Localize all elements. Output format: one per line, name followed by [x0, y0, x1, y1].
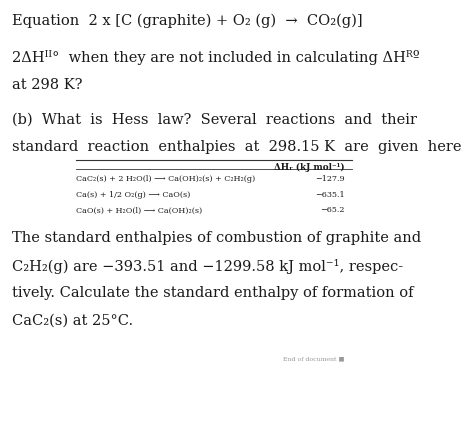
Text: −65.2: −65.2 — [320, 206, 344, 214]
Text: 2ΔHᴵᴵ°  when they are not included in calculating ΔHᴿº: 2ΔHᴵᴵ° when they are not included in cal… — [12, 50, 419, 65]
Text: at 298 K?: at 298 K? — [12, 78, 82, 92]
Text: C₂H₂(g) are −393.51 and −1299.58 kJ mol⁻¹, respec-: C₂H₂(g) are −393.51 and −1299.58 kJ mol⁻… — [12, 259, 403, 274]
Text: (b)  What  is  Hess  law?  Several  reactions  and  their: (b) What is Hess law? Several reactions … — [12, 113, 417, 127]
Text: End of document ■: End of document ■ — [283, 356, 344, 361]
Text: Equation  2 x [C (graphite) + O₂ (g)  →  CO₂(g)]: Equation 2 x [C (graphite) + O₂ (g) → CO… — [12, 14, 363, 28]
Text: tively. Calculate the standard enthalpy of formation of: tively. Calculate the standard enthalpy … — [12, 287, 413, 300]
Text: Ca(s) + 1/2 O₂(g) ⟶ CaO(s): Ca(s) + 1/2 O₂(g) ⟶ CaO(s) — [76, 191, 190, 199]
Text: CaC₂(s) + 2 H₂O(l) ⟶ Ca(OH)₂(s) + C₂H₂(g): CaC₂(s) + 2 H₂O(l) ⟶ Ca(OH)₂(s) + C₂H₂(g… — [76, 176, 255, 184]
Text: −127.9: −127.9 — [315, 176, 344, 184]
Text: CaO(s) + H₂O(l) ⟶ Ca(OH)₂(s): CaO(s) + H₂O(l) ⟶ Ca(OH)₂(s) — [76, 206, 202, 214]
Text: The standard enthalpies of combustion of graphite and: The standard enthalpies of combustion of… — [12, 231, 421, 245]
Text: CaC₂(s) at 25°C.: CaC₂(s) at 25°C. — [12, 314, 133, 328]
Text: −635.1: −635.1 — [315, 191, 344, 199]
Text: standard  reaction  enthalpies  at  298.15 K  are  given  here:: standard reaction enthalpies at 298.15 K… — [12, 140, 463, 154]
Text: ΔHᵣ (kJ mol⁻¹): ΔHᵣ (kJ mol⁻¹) — [274, 163, 344, 172]
